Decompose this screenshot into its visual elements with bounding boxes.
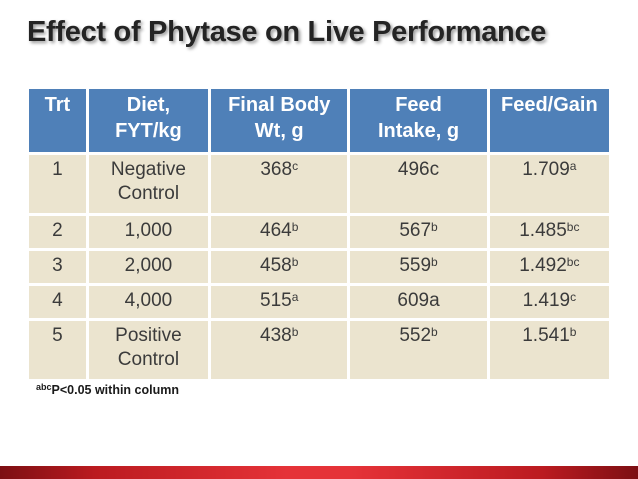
header-line: Feed/Gain xyxy=(500,94,598,116)
cell-superscript: b xyxy=(291,325,299,340)
cell-superscript: b xyxy=(291,220,299,235)
header-line: Diet, xyxy=(126,94,171,116)
header-line: Trt xyxy=(44,94,71,116)
cell-feed-intake: 609a xyxy=(350,286,487,318)
table-row: 1 Negative Control 368c 496c 1.709a xyxy=(29,155,609,213)
cell-superscript: b xyxy=(291,255,299,270)
footnote: abcP<0.05 within column xyxy=(36,381,179,397)
cell-value: 1.485 xyxy=(519,220,567,241)
cell-feed-gain: 1.419c xyxy=(489,286,609,318)
header-cell-diet: Diet, FYT/kg xyxy=(88,89,209,152)
cell-superscript: b xyxy=(431,220,438,235)
cell-value: 438 xyxy=(260,325,292,346)
cell-feed-gain: 1.485bc xyxy=(489,216,609,248)
cell-value: 458 xyxy=(260,255,292,276)
cell-trt: 3 xyxy=(29,251,86,283)
bottom-accent-bar xyxy=(0,466,638,479)
cell-superscript: c xyxy=(292,159,299,174)
cell-feed-gain: 1.709a xyxy=(489,155,609,213)
cell-value: 559 xyxy=(399,255,432,276)
cell-value: 567 xyxy=(399,220,432,241)
cell-value: 496c xyxy=(397,159,440,180)
cell-superscript: a xyxy=(569,159,577,174)
cell-value: 368 xyxy=(260,159,293,180)
cell-value: 1.541 xyxy=(522,325,570,346)
cell-diet: 4,000 xyxy=(88,286,209,318)
header-line: Intake, g xyxy=(377,120,460,143)
table-header-row: Trt Diet, FYT/kg Final Body Wt, g Feed I… xyxy=(29,89,609,152)
cell-superscript: a xyxy=(291,290,299,305)
cell-final-body-wt: 464b xyxy=(211,216,348,248)
cell-trt: 4 xyxy=(29,286,86,318)
cell-superscript: b xyxy=(431,325,438,340)
cell-superscript: bc xyxy=(566,220,580,235)
header-line: Final Body xyxy=(228,94,331,116)
footnote-text: P<0.05 within column xyxy=(51,383,179,397)
cell-superscript: b xyxy=(569,325,577,340)
cell-value: 1.492 xyxy=(519,255,567,276)
cell-value: 464 xyxy=(260,220,292,241)
cell-diet: Negative Control xyxy=(88,155,209,213)
cell-feed-intake: 559b xyxy=(350,251,487,283)
cell-feed-intake: 496c xyxy=(350,155,487,213)
cell-final-body-wt: 438b xyxy=(211,321,348,379)
header-line: Wt, g xyxy=(254,120,304,143)
performance-table: Trt Diet, FYT/kg Final Body Wt, g Feed I… xyxy=(26,86,612,382)
table-row: 2 1,000 464b 567b 1.485bc xyxy=(29,216,609,248)
cell-feed-gain: 1.541b xyxy=(489,321,609,379)
cell-feed-gain: 1.492bc xyxy=(489,251,609,283)
cell-trt: 5 xyxy=(29,321,86,379)
cell-superscript: bc xyxy=(566,255,580,270)
cell-value: 1.709 xyxy=(522,159,570,180)
cell-final-body-wt: 368c xyxy=(211,155,348,213)
cell-feed-intake: 552b xyxy=(350,321,487,379)
header-cell-feed-intake: Feed Intake, g xyxy=(350,89,487,152)
cell-value: 515 xyxy=(260,290,292,311)
cell-diet: 1,000 xyxy=(88,216,209,248)
cell-value: 1.419 xyxy=(522,290,571,311)
header-cell-feed-gain: Feed/Gain xyxy=(489,89,609,152)
cell-trt: 1 xyxy=(29,155,86,213)
cell-value: 609a xyxy=(397,290,440,311)
header-line: FYT/kg xyxy=(115,120,182,143)
table-row: 4 4,000 515a 609a 1.419c xyxy=(29,286,609,318)
table-row: 3 2,000 458b 559b 1.492bc xyxy=(29,251,609,283)
header-line: Feed xyxy=(395,94,442,116)
cell-value: 552 xyxy=(399,325,432,346)
cell-superscript: c xyxy=(570,290,577,305)
cell-diet: 2,000 xyxy=(88,251,209,283)
header-cell-final-body-wt: Final Body Wt, g xyxy=(211,89,348,152)
cell-diet: Positive Control xyxy=(88,321,209,379)
footnote-superscript: abc xyxy=(36,381,52,392)
cell-final-body-wt: 515a xyxy=(211,286,348,318)
cell-final-body-wt: 458b xyxy=(211,251,348,283)
table-row: 5 Positive Control 438b 552b 1.541b xyxy=(29,321,609,379)
page-title: Effect of Phytase on Live Performance xyxy=(27,16,547,48)
header-cell-trt: Trt xyxy=(29,89,86,152)
cell-superscript: b xyxy=(431,255,438,270)
cell-trt: 2 xyxy=(29,216,86,248)
cell-feed-intake: 567b xyxy=(350,216,487,248)
